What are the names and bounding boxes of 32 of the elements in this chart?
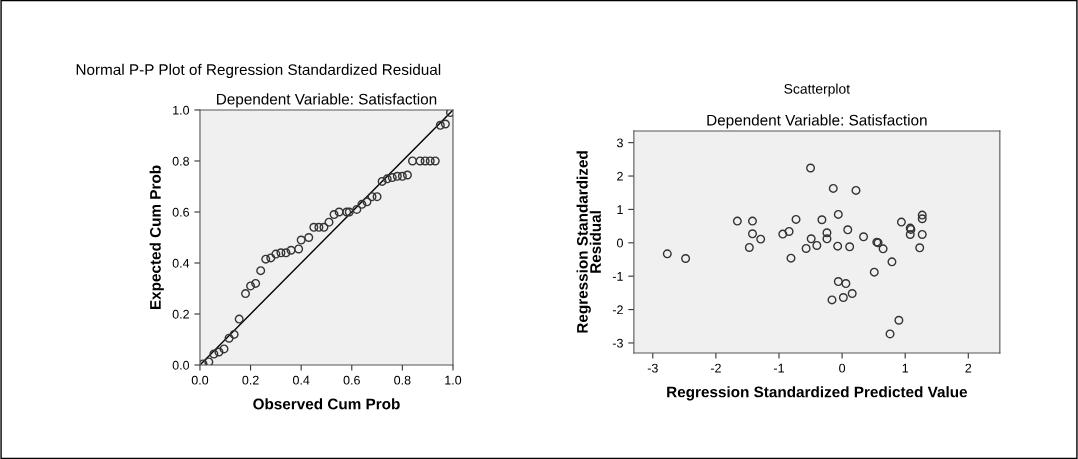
- x-tick-label: 0.0: [191, 375, 209, 385]
- x-axis-title: Regression Standardized Predicted Value: [667, 386, 968, 401]
- x-tick-label: 2: [965, 363, 972, 373]
- x-tick-label: 0.8: [394, 375, 411, 385]
- chart-subtitle: Dependent Variable: Satisfaction: [217, 93, 437, 108]
- y-tick-label: 1: [617, 205, 623, 214]
- y-tick-label: 0.2: [172, 309, 189, 319]
- y-tick-label: 3: [616, 138, 623, 148]
- y-tick-label: 0.8: [172, 156, 190, 166]
- x-tick-label: -3: [647, 363, 658, 373]
- y-axis-title: Regression Standardized Residual: [576, 151, 601, 333]
- x-tick-label: 0.6: [343, 375, 360, 385]
- y-tick-label: 0.4: [172, 258, 190, 268]
- y-tick-label: -3: [612, 338, 623, 348]
- y-tick-label: 2: [617, 171, 623, 181]
- y-axis-title: Expected Cum Prob: [149, 165, 164, 310]
- y-tick-label: 0: [616, 238, 623, 248]
- x-tick-label: 1.0: [445, 375, 462, 385]
- chart-title: Normal P-P Plot of Regression Standardized Residual: [76, 63, 441, 79]
- y-tick-label: 1.0: [173, 105, 190, 115]
- x-tick-label: 1: [902, 363, 909, 373]
- x-axis-title: Observed Cum Prob: [253, 398, 400, 410]
- chart-title: Scatterplot: [784, 83, 850, 97]
- x-tick-label: -1: [773, 363, 784, 373]
- chart-subtitle: Dependent Variable: Satisfaction: [707, 114, 927, 129]
- x-tick-label: 0.2: [242, 375, 259, 385]
- y-tick-label: -1: [612, 272, 623, 281]
- x-tick-label: -2: [710, 363, 721, 373]
- x-tick-label: 0.4: [292, 375, 310, 385]
- y-tick-label: 0.6: [172, 207, 189, 217]
- y-tick-label: -2: [612, 305, 623, 315]
- x-tick-label: 0: [839, 363, 846, 373]
